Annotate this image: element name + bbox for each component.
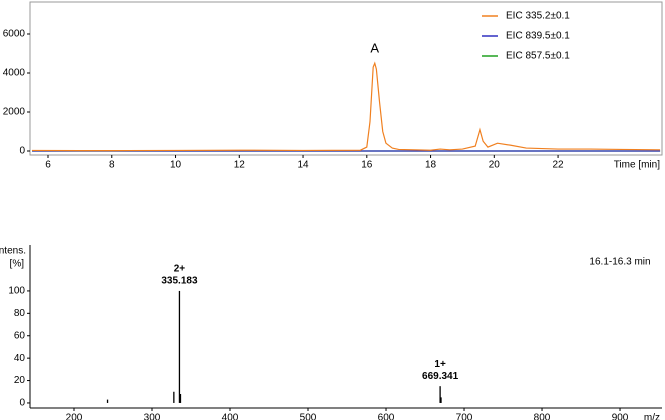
- series-line: [32, 61, 661, 152]
- peak-charge: 2+: [174, 264, 186, 275]
- x-tick-label: 6: [45, 160, 51, 171]
- range-annotation: 16.1-16.3 min: [589, 257, 650, 268]
- x-tick-label: 8: [109, 160, 115, 171]
- legend-label: EIC 335.2±0.1: [506, 11, 570, 22]
- x-tick-label: 500: [300, 413, 317, 420]
- y-axis-label: Intens.: [0, 246, 26, 257]
- x-tick-label: 22: [553, 160, 565, 171]
- peak-mz: 335.183: [161, 276, 198, 287]
- plot-frame: [29, 1, 663, 156]
- y-tick-label: 6000: [3, 29, 26, 40]
- y-tick-label: 40: [14, 353, 26, 364]
- peak-charge: 1+: [434, 359, 446, 370]
- y-tick-label: 0: [19, 398, 25, 409]
- x-tick-label: 14: [297, 160, 309, 171]
- x-tick-label: 300: [144, 413, 161, 420]
- x-tick-label: 10: [170, 160, 182, 171]
- x-tick-label: 900: [612, 413, 629, 420]
- x-tick-label: 20: [489, 160, 501, 171]
- x-axis-label: m/z: [644, 413, 660, 420]
- y-tick-label: 80: [14, 308, 26, 319]
- x-tick-label: 18: [425, 160, 437, 171]
- y-tick-label: 20: [14, 375, 26, 386]
- x-tick-label: 16: [361, 160, 373, 171]
- legend-label: EIC 857.5±0.1: [506, 51, 570, 62]
- y-tick-label: 60: [14, 330, 26, 341]
- y-tick-label: 2000: [3, 107, 26, 118]
- x-tick-label: 12: [234, 160, 246, 171]
- x-tick-label: 700: [456, 413, 473, 420]
- x-tick-label: 400: [222, 413, 239, 420]
- legend-label: EIC 839.5±0.1: [506, 31, 570, 42]
- y-tick-label: 4000: [3, 68, 26, 79]
- peak-annotation: A: [370, 41, 379, 56]
- peak-mz: 669.341: [422, 371, 459, 382]
- y-axis-label: [%]: [10, 259, 25, 270]
- x-axis-label: Time [min]: [614, 160, 661, 171]
- y-tick-label: 0: [19, 146, 25, 157]
- y-tick-label: 100: [8, 286, 25, 297]
- x-tick-label: 600: [378, 413, 395, 420]
- x-tick-label: 800: [534, 413, 551, 420]
- x-tick-label: 200: [66, 413, 83, 420]
